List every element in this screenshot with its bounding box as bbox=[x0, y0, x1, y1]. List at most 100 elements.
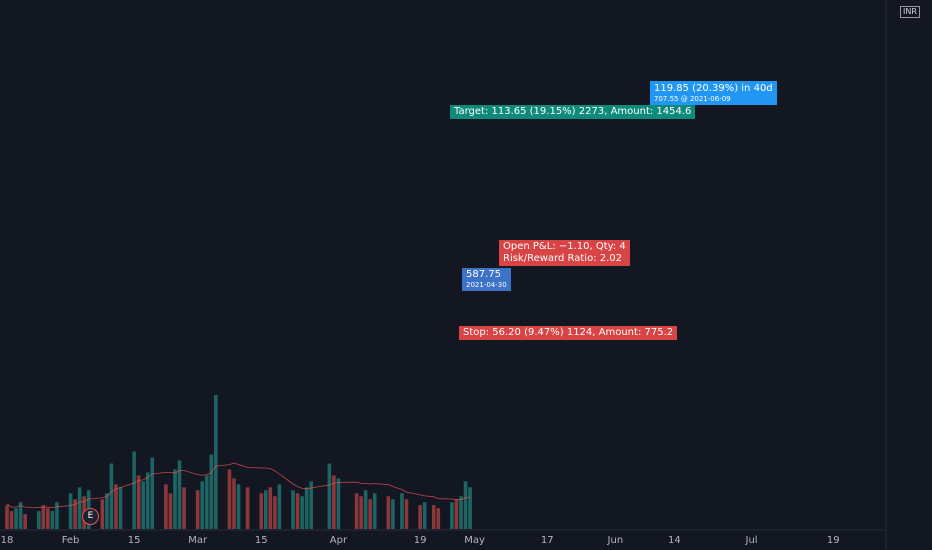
volume-bar bbox=[177, 460, 182, 529]
price-axis[interactable]: 707.00593.35592.2501:01:37537.15415.45 bbox=[885, 0, 932, 550]
volume-bar bbox=[68, 493, 73, 529]
entry-price-label: 587.75 bbox=[466, 269, 501, 280]
time-tick-label: Jun bbox=[607, 535, 624, 546]
volume-bar bbox=[295, 493, 300, 529]
volume-bar bbox=[105, 493, 109, 529]
volume-bar bbox=[291, 490, 295, 529]
time-tick-label: 18 bbox=[1, 535, 14, 546]
rr-label: Risk/Reward Ratio: 2.02 bbox=[503, 253, 623, 264]
volume-bar bbox=[145, 472, 150, 529]
time-tick-label: 15 bbox=[128, 535, 141, 546]
volume-bar bbox=[277, 484, 282, 529]
entry-box: 587.75 2021-04-30 bbox=[462, 268, 511, 291]
volume-bar bbox=[227, 469, 232, 529]
volume-bar bbox=[431, 505, 436, 529]
time-tick-label: 17 bbox=[541, 535, 554, 546]
volume-bar bbox=[73, 499, 77, 529]
volume-bar bbox=[132, 451, 136, 529]
volume-bar bbox=[150, 457, 155, 529]
volume-bar bbox=[309, 481, 313, 529]
volume-bar bbox=[436, 508, 441, 529]
volume-bar bbox=[273, 496, 277, 529]
volume-bar bbox=[118, 487, 123, 529]
volume-bar bbox=[136, 475, 141, 529]
volume-bar bbox=[300, 496, 304, 529]
volume-bar bbox=[173, 469, 177, 529]
time-tick-label: 14 bbox=[668, 535, 681, 546]
volume-bar bbox=[418, 505, 422, 529]
volume-bar bbox=[236, 484, 241, 529]
volume-bar bbox=[327, 463, 332, 529]
time-tick-label: Apr bbox=[330, 535, 348, 546]
volume-bar bbox=[114, 484, 118, 529]
projection-sub: 707.55 @ 2021-06-09 bbox=[654, 95, 731, 103]
volume-bar bbox=[232, 478, 236, 529]
volume-bar bbox=[336, 478, 341, 529]
stop-label: Stop: 56.20 (9.47%) 1124, Amount: 775.2 bbox=[459, 326, 678, 340]
projection-label: 119.85 (20.39%) in 40d bbox=[654, 83, 773, 94]
volume-bar bbox=[332, 475, 336, 529]
time-tick-label: Feb bbox=[62, 535, 80, 546]
time-tick-label: May bbox=[464, 535, 485, 546]
volume-bar bbox=[463, 481, 468, 529]
volume-bar bbox=[182, 487, 186, 529]
entry-date-label: 2021-04-30 bbox=[466, 281, 507, 289]
volume-bar bbox=[77, 487, 82, 529]
volume-bar bbox=[459, 496, 463, 529]
volume-bar bbox=[14, 508, 18, 529]
volume-bar bbox=[23, 514, 27, 529]
volume-bars bbox=[5, 395, 472, 529]
volume-ma bbox=[6, 462, 471, 509]
volume-bar bbox=[9, 511, 14, 529]
time-tick-label: 19 bbox=[827, 535, 840, 546]
volume-bar bbox=[5, 505, 9, 529]
time-tick-label: Jul bbox=[745, 535, 758, 546]
projection-box: 119.85 (20.39%) in 40d 707.55 @ 2021-06-… bbox=[650, 81, 777, 105]
volume-bar bbox=[391, 499, 395, 529]
volume-bar bbox=[195, 490, 200, 529]
volume-bar bbox=[209, 454, 214, 529]
volume-bar bbox=[100, 499, 105, 529]
volume-bar bbox=[141, 481, 145, 529]
volume-bar bbox=[214, 395, 218, 529]
volume-bar bbox=[263, 490, 268, 529]
earnings-marker[interactable]: E bbox=[82, 508, 99, 525]
currency-badge[interactable]: INR bbox=[900, 6, 920, 18]
volume-bar bbox=[204, 475, 209, 529]
volume-bar bbox=[450, 502, 454, 529]
volume-bar bbox=[55, 502, 59, 529]
volume-bar bbox=[400, 493, 404, 529]
volume-bar bbox=[18, 502, 23, 529]
volume-bar bbox=[164, 484, 168, 529]
volume-bar bbox=[404, 499, 409, 529]
volume-bar bbox=[454, 499, 459, 529]
volume-bar bbox=[359, 496, 363, 529]
volume-bar bbox=[268, 487, 273, 529]
volume-bar bbox=[109, 463, 114, 529]
time-axis[interactable]: 18 Feb 15 Mar 15 Apr 19 May 17 Jun 14 Jul 19 bbox=[0, 529, 886, 546]
volume-bar bbox=[245, 487, 250, 529]
volume-bar bbox=[363, 490, 368, 529]
volume-bar bbox=[46, 508, 50, 529]
volume-bar bbox=[259, 493, 264, 529]
volume-bar bbox=[36, 511, 41, 529]
pnl-label: Open P&L: −1.10, Qty: 4 bbox=[503, 241, 626, 252]
volume-bar bbox=[41, 505, 46, 529]
time-tick-label: 15 bbox=[255, 535, 268, 546]
volume-bar bbox=[422, 502, 427, 529]
volume-ma-line bbox=[6, 462, 471, 509]
volume-bar bbox=[200, 481, 205, 529]
volume-bar bbox=[372, 493, 377, 529]
pnl-box: Open P&L: −1.10, Qty: 4 Risk/Reward Rati… bbox=[499, 240, 630, 266]
volume-bar bbox=[304, 487, 309, 529]
volume-bar bbox=[368, 499, 372, 529]
volume-bar bbox=[468, 487, 472, 529]
time-tick-label: 19 bbox=[414, 535, 427, 546]
volume-bar bbox=[50, 511, 55, 529]
target-label: Target: 113.65 (19.15%) 2273, Amount: 14… bbox=[450, 105, 696, 119]
volume-bar bbox=[386, 496, 391, 529]
volume-bar bbox=[354, 493, 359, 529]
time-tick-label: Mar bbox=[188, 535, 208, 546]
volume-bar bbox=[168, 493, 173, 529]
